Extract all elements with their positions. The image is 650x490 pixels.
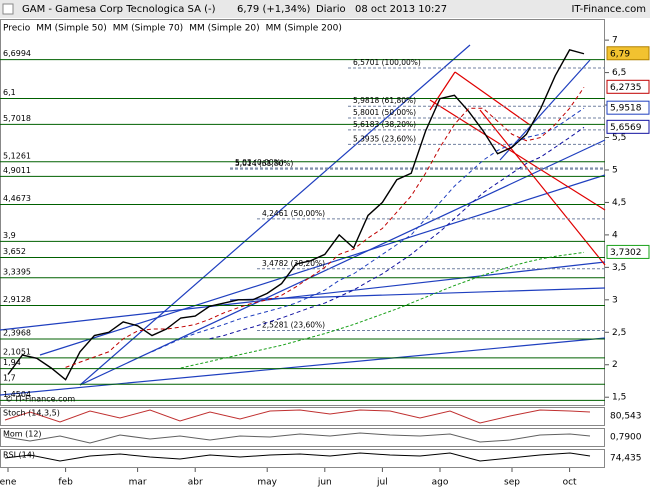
series-line (209, 126, 585, 340)
level-label: 5,7018 (3, 114, 31, 123)
level-label: 3,652 (3, 247, 26, 256)
level-label: 3,9 (3, 231, 16, 240)
x-tick-label: oct (563, 478, 577, 488)
y-tick-label: 5,5 (612, 133, 626, 143)
level-label: 4,9011 (3, 166, 31, 175)
fib-label: 5,6183 (38,20%) (353, 120, 416, 129)
fib-label: 2,5281 (23,60%) (262, 320, 325, 329)
y-tick-label: 4 (612, 230, 618, 240)
last-value-label: 6,2735 (610, 83, 642, 93)
y-tick-label: 1,5 (612, 393, 626, 403)
fib-label: 5,9818 (61,80%) (353, 96, 416, 105)
legend-entry: MM (Simple 50) (36, 24, 106, 34)
level-label: 5,1261 (3, 151, 31, 160)
level-label: 6,1 (3, 88, 16, 97)
x-tick-label: may (257, 478, 277, 488)
source: IT-Finance.com (571, 4, 646, 15)
last-value-label: 6,79 (610, 49, 630, 59)
level-label: 1,4504 (3, 390, 31, 399)
level-label: 1,94 (3, 358, 21, 367)
y-tick-label: 3 (612, 295, 618, 305)
panel-frame (0, 449, 605, 468)
series-line (151, 107, 585, 353)
indicator-line (4, 432, 591, 444)
fib-label: 6,5701 (100,00%) (353, 58, 421, 67)
series-line (7, 49, 585, 381)
level-label: 2,9128 (3, 295, 31, 304)
series-line (180, 251, 585, 369)
x-tick-label: abr (188, 478, 203, 488)
level-label: 6,6994 (3, 49, 31, 58)
indicator-value: 80,543 (610, 412, 642, 422)
indicator-name: Mom (12) (3, 430, 42, 439)
level-label: 3,3395 (3, 267, 31, 276)
plot-frame (0, 19, 605, 406)
x-tick-label: sep (504, 478, 520, 488)
last-value-box (606, 79, 650, 94)
y-tick-label: 5 (612, 165, 618, 175)
last-value-label: 5,9518 (610, 104, 642, 114)
y-tick-label: 7 (612, 36, 618, 46)
fib-label: 5,3935 (23,60%) (353, 134, 416, 143)
x-tick-label: ago (432, 478, 449, 488)
indicator-line (4, 452, 591, 462)
panel-frame (0, 428, 605, 447)
last-value-label: 3,7302 (610, 248, 642, 258)
quote: 6,79 (+1,34%) (237, 4, 310, 15)
watermark: © IT-Finance.com (5, 395, 75, 404)
period: Diario (316, 4, 346, 15)
y-tick-label: 2,5 (612, 328, 626, 338)
fib-label: 5,8001 (50,00%) (353, 108, 416, 117)
level-label: 2,3968 (3, 328, 31, 337)
x-tick-label: ene (0, 478, 17, 488)
legend-entry: MM (Simple 200) (266, 24, 342, 34)
datetime: 08 oct 2013 10:27 (355, 4, 447, 15)
last-value-box (606, 100, 650, 115)
title: GAM - Gamesa Corp Tecnologica SA (-) (22, 4, 216, 15)
y-tick-label: 6,5 (612, 68, 626, 78)
y-tick-label: 4,5 (612, 198, 626, 208)
legend: Precio MM (Simple 50) MM (Simple 70) MM (Si… (3, 24, 342, 34)
panel-frame (0, 407, 605, 426)
last-value-box (606, 119, 650, 134)
last-value-box (606, 244, 650, 259)
last-value-box (606, 46, 650, 61)
series-line (65, 87, 585, 368)
header-bar (0, 0, 650, 18)
indicator-value: 74,435 (610, 454, 642, 464)
level-label: 4,4673 (3, 194, 31, 203)
icon (2, 3, 14, 15)
y-tick-label: 2 (612, 360, 618, 370)
indicator-line (4, 409, 591, 424)
indicator-name: Stoch (14,3,5) (3, 409, 60, 418)
fib-label: 5,014 (61,80%) (235, 159, 293, 168)
x-tick-label: feb (58, 478, 73, 488)
indicator-value: 0,7900 (610, 433, 642, 443)
legend-entry: MM (Simple 70) (113, 24, 183, 34)
y-tick-label: 3,5 (612, 263, 626, 273)
level-label: 1,7 (3, 374, 16, 383)
fib-label: 4,2461 (50,00%) (262, 209, 325, 218)
level-label: 2,1051 (3, 347, 31, 356)
legend-entry: MM (Simple 20) (189, 24, 259, 34)
x-tick-label: jun (317, 478, 332, 488)
fib-label: 5,03 (0,00%) (235, 158, 284, 167)
fib-label: 3,4782 (38,20%) (262, 259, 325, 268)
last-value-label: 5,6569 (610, 123, 642, 133)
indicator-name: RSI (14) (3, 451, 35, 460)
x-tick-label: jul (376, 478, 388, 488)
x-tick-label: mar (129, 478, 147, 488)
legend-entry: Precio (3, 24, 31, 34)
